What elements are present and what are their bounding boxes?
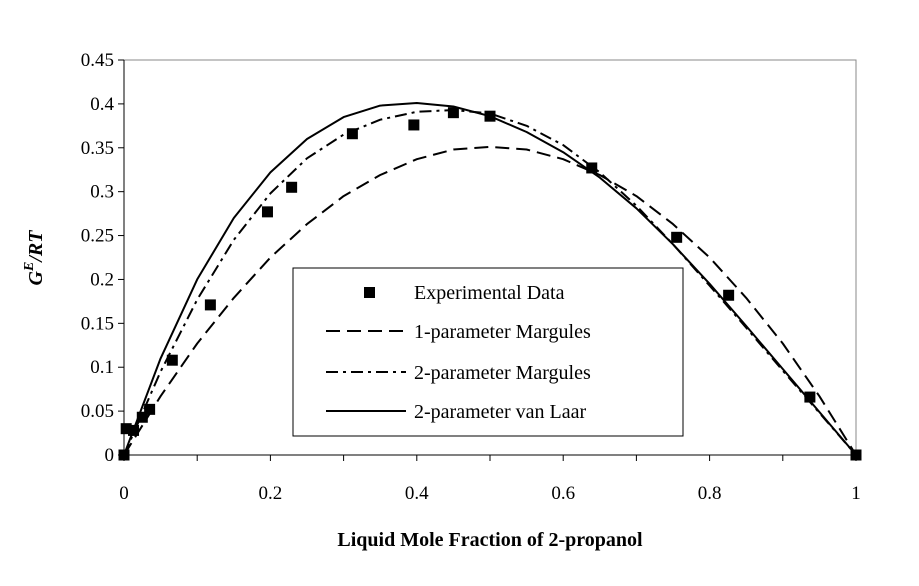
y-tick-label: 0.4 (90, 94, 114, 115)
data-point-experimental (586, 162, 598, 174)
y-axis-title: GE/RT (22, 230, 47, 286)
y-axis-title-group: GE/RT (22, 230, 47, 286)
y-tick-label: 0 (105, 445, 115, 466)
data-point-experimental (286, 181, 298, 193)
data-point-experimental (671, 231, 683, 243)
y-axis-title-rest: /RT (25, 230, 47, 264)
y-tick-label: 0.2 (90, 269, 114, 290)
x-tick-label: 0 (119, 483, 129, 504)
data-point-experimental (136, 411, 148, 423)
series-layer (118, 102, 862, 461)
axes: 0 0.05 0.1 0.15 0.2 0.25 0.3 0.35 0.4 0.45 0 0.2 0.4… (81, 50, 861, 504)
data-point-experimental (447, 107, 459, 119)
x-axis-title: Liquid Mole Fraction of 2-propanol (337, 529, 643, 551)
data-point-experimental (723, 289, 735, 301)
legend: Experimental Data 1-parameter Margules 2… (292, 267, 684, 437)
y-tick-label: 0.3 (90, 182, 114, 203)
legend-marker-experimental (364, 287, 375, 298)
y-axis-title-main: G (25, 270, 47, 285)
x-tick-label: 0.8 (698, 483, 722, 504)
x-tick-label: 0.2 (259, 483, 283, 504)
data-point-experimental (204, 299, 216, 311)
legend-label-experimental: Experimental Data (414, 282, 565, 304)
legend-label-van-laar: 2-parameter van Laar (414, 401, 586, 423)
series-line-1p-margules (123, 145, 857, 456)
data-point-experimental (346, 128, 358, 140)
legend-label-2p-margules: 2-parameter Margules (414, 362, 591, 384)
y-tick-label: 0.05 (81, 401, 114, 422)
data-point-experimental (120, 423, 132, 435)
x-tick-label: 0.6 (551, 483, 575, 504)
data-point-experimental (804, 391, 816, 403)
y-tick-label: 0.45 (81, 50, 114, 71)
legend-label-1p-margules: 1-parameter Margules (414, 321, 591, 343)
y-tick-label: 0.1 (90, 357, 114, 378)
y-tick-label: 0.35 (81, 138, 114, 159)
y-tick-label: 0.15 (81, 313, 114, 334)
series-line-van-laar (123, 102, 857, 456)
x-tick-label: 1 (851, 483, 861, 504)
data-point-experimental (144, 403, 156, 415)
data-point-experimental (166, 354, 178, 366)
y-axis-title-sup: E (22, 262, 37, 272)
y-tick-label: 0.25 (81, 226, 114, 247)
data-point-experimental (408, 119, 420, 131)
x-tick-label: 0.4 (405, 483, 429, 504)
data-point-experimental (261, 206, 273, 218)
series-line-2p-margules (123, 109, 857, 456)
legend-box (292, 267, 684, 437)
